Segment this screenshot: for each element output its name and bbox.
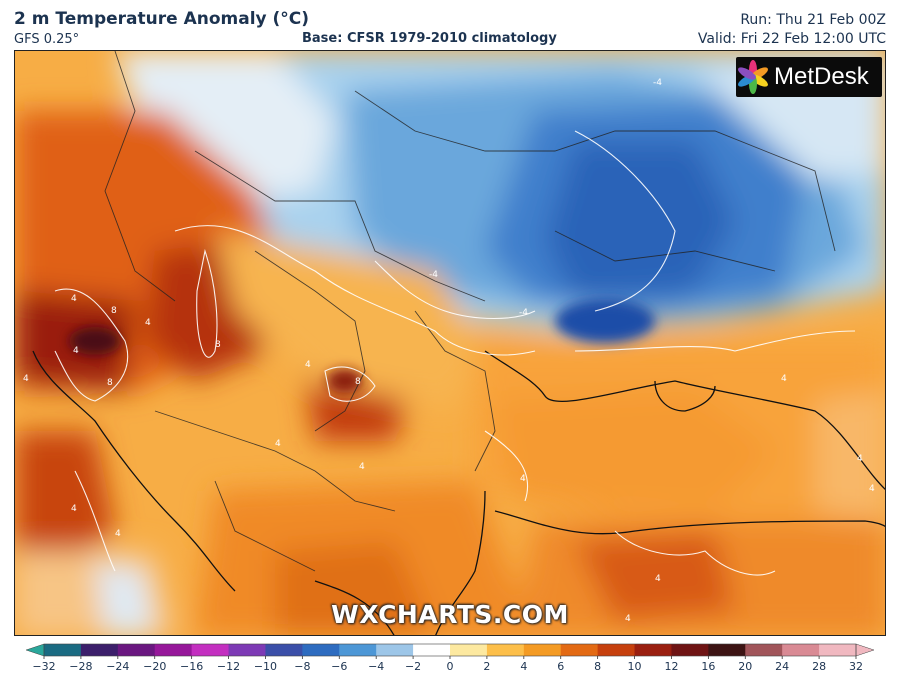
contour-label: 4 — [23, 374, 29, 384]
anomaly-map: 4 4 4 4 8 8 8 8 4 4 -4 -4 -4 4 4 4 4 4 4… — [14, 50, 886, 636]
colorbar-tick-label: −6 — [331, 660, 347, 673]
contour-label: 4 — [145, 318, 151, 328]
contour-label: 4 — [115, 529, 121, 539]
logo-text: MetDesk — [774, 63, 869, 90]
colorbar-max-arrow — [855, 643, 875, 657]
metdesk-flower-logo-icon — [738, 60, 768, 94]
colorbar-tick-label: 24 — [775, 660, 789, 673]
contour-label: 4 — [857, 454, 863, 464]
contour-label: 4 — [73, 346, 79, 356]
contour-label: 8 — [215, 340, 221, 350]
colorbar-segment — [745, 644, 783, 656]
colorbar-tick-label: 6 — [557, 660, 564, 673]
colorbar-segment — [560, 644, 599, 656]
colorbar-segment — [634, 644, 672, 656]
colorbar-segment — [413, 644, 451, 656]
colorbar-segment — [486, 644, 525, 656]
colorbar-segment — [154, 644, 193, 656]
colorbar-tick-label: 4 — [520, 660, 527, 673]
colorbar-tick-label: −8 — [294, 660, 310, 673]
colorbar-segment — [671, 644, 709, 656]
contour-label: 4 — [305, 360, 311, 370]
contour-lines — [54, 130, 856, 576]
anomaly-field — [15, 51, 885, 635]
colorbar-tick-label: −24 — [106, 660, 129, 673]
contour-label: 4 — [520, 474, 526, 484]
run-time-label: Run: Thu 21 Feb 00Z — [740, 12, 886, 28]
model-label: GFS 0.25° — [14, 32, 80, 47]
watermark: WXCHARTS.COM — [331, 600, 569, 629]
colorbar-segment — [782, 644, 820, 656]
colorbar-segment — [339, 644, 377, 656]
colorbar-tick-label: 10 — [628, 660, 642, 673]
colorbar-segment — [819, 644, 857, 656]
contour-label: 4 — [781, 374, 787, 384]
country-borders — [104, 51, 836, 572]
colorbar-tick-label: 0 — [447, 660, 454, 673]
contour-label-group: 4 4 4 4 8 8 8 8 4 4 -4 -4 -4 4 4 4 4 4 4… — [23, 78, 875, 624]
colorbar-tick-label: 32 — [849, 660, 863, 673]
colorbar-tick-label: −20 — [143, 660, 166, 673]
colorbar-segment — [597, 644, 636, 656]
colorbar-tick-label: 12 — [664, 660, 678, 673]
chart-title: 2 m Temperature Anomaly (°C) — [14, 9, 310, 29]
contour-label: 4 — [359, 462, 365, 472]
colorbar-segment — [523, 644, 562, 656]
colorbar-tick-label: −4 — [368, 660, 384, 673]
colorbar-tick-label: −28 — [69, 660, 92, 673]
colorbar-segment — [376, 644, 414, 656]
contour-label: 8 — [111, 306, 117, 316]
colorbar-tick-label: 2 — [483, 660, 490, 673]
contour-label: 4 — [625, 614, 631, 624]
colorbar-segment — [302, 644, 340, 656]
contour-label: -4 — [519, 308, 528, 318]
colorbar-segment — [450, 644, 488, 656]
colorbar-segment — [708, 644, 746, 656]
colorbar-segment — [44, 644, 82, 656]
contour-label: -4 — [429, 270, 438, 280]
colorbar-segment — [228, 644, 266, 656]
contour-label: 4 — [71, 294, 77, 304]
colorbar-tick-label: −10 — [254, 660, 277, 673]
metdesk-logo: MetDesk — [736, 57, 882, 97]
contour-label: 8 — [355, 377, 361, 387]
contour-label: -4 — [653, 78, 662, 88]
colorbar-tick-label: 28 — [812, 660, 826, 673]
valid-time-label: Valid: Fri 22 Feb 12:00 UTC — [697, 31, 886, 47]
colorbar-tick-label: 20 — [738, 660, 752, 673]
contour-label: 4 — [655, 574, 661, 584]
colorbar-tick-label: −12 — [217, 660, 240, 673]
colorbar-min-arrow — [25, 643, 45, 657]
colorbar-segment — [80, 644, 119, 656]
climatology-base-label: Base: CFSR 1979-2010 climatology — [302, 31, 557, 46]
colorbar-tick-label: 16 — [701, 660, 715, 673]
colorbar-tick-label: −2 — [405, 660, 421, 673]
coastlines — [32, 350, 885, 635]
colorbar-segment — [117, 644, 156, 656]
colorbar: −32 −28 −24 −20 −16 −12 −10 −8 −6 −4 −2 0 2 4 6 8 10 12 16… — [24, 640, 876, 686]
contour-label: 4 — [275, 439, 281, 449]
contour-label: 8 — [107, 378, 113, 388]
colorbar-tick-label: −32 — [32, 660, 55, 673]
colorbar-segment — [191, 644, 230, 656]
colorbar-segment — [265, 644, 303, 656]
contour-label: 4 — [869, 484, 875, 494]
colorbar-tick-label: 8 — [594, 660, 601, 673]
colorbar-tick-label: −16 — [180, 660, 203, 673]
contour-label: 4 — [71, 504, 77, 514]
